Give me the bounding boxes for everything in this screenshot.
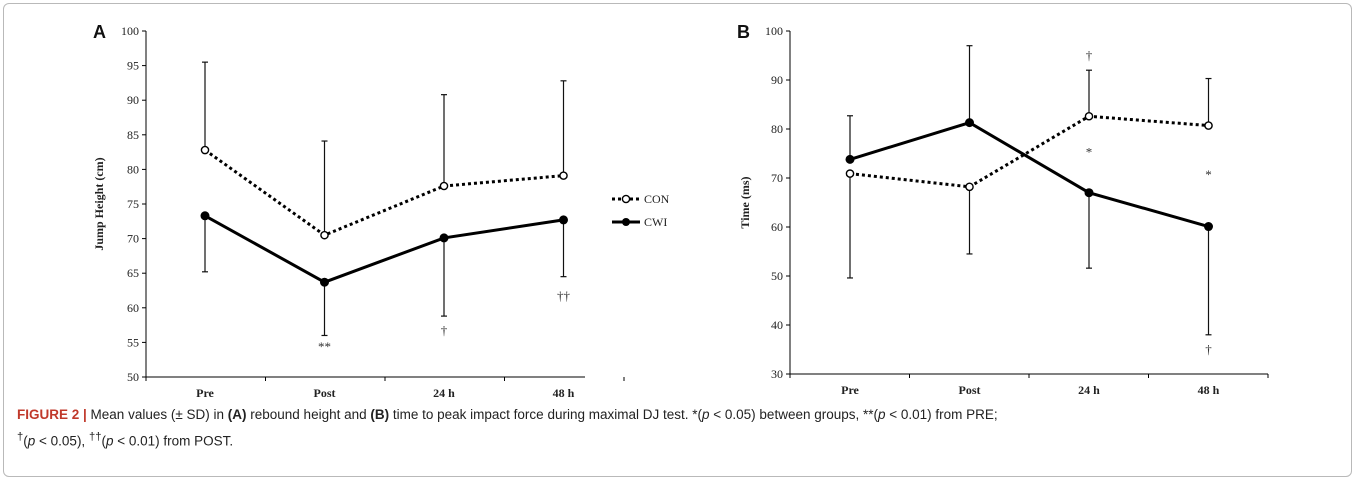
panel-b-y-tick-label: 30 [771, 367, 783, 381]
panel-a-con-point [320, 230, 329, 240]
caption-p-symbol: p [878, 407, 886, 422]
legend-con-label: CON [644, 192, 670, 206]
panel-a-x-tick-label: Pre [196, 386, 214, 400]
panel-b-y-tick-label: 80 [771, 122, 783, 136]
panel-a-y-tick-label: 55 [127, 335, 139, 349]
caption-p-symbol: p [105, 433, 114, 449]
panel-a-significance-mark: †† [557, 288, 571, 303]
panel-a-y-tick-label: 70 [127, 232, 139, 246]
caption-text: < 0.05), [35, 433, 89, 449]
panel-b-con-point [1204, 121, 1213, 130]
panel-b-x-tick-label: Post [959, 383, 981, 397]
caption-dagger: † [17, 431, 24, 443]
figure-caption: FIGURE 2 | Mean values (± SD) in (A) reb… [17, 404, 1337, 453]
caption-text: < 0.01) from POST. [113, 433, 234, 449]
legend: CON CWI [612, 192, 670, 229]
caption-p-symbol: p [702, 407, 710, 422]
legend-con-marker [621, 194, 631, 204]
panel-b-significance-mark: * [1086, 145, 1093, 160]
panel-a-x-tick-label: Post [314, 386, 336, 400]
panel-a-y-tick-label: 95 [127, 59, 139, 73]
panel-b-y-tick-label: 70 [771, 171, 783, 185]
caption-text: time to peak impact force during maximal… [389, 407, 702, 422]
panel-b-cwi-point [965, 118, 974, 128]
panel-b-cwi-series-line [849, 121, 1209, 228]
panel-b-x-tick-label: Pre [841, 383, 859, 397]
panel-b-y-axis-label: Time (ms) [738, 176, 752, 228]
caption-figure-label: FIGURE 2 | [17, 407, 87, 422]
caption-text: ( [101, 433, 106, 449]
panel-b-y-tick-label: 50 [771, 269, 783, 283]
panel-a-y-tick-label: 50 [127, 370, 139, 384]
panel-a-y-tick-label: 80 [127, 162, 139, 176]
panel-b-con-point [1084, 111, 1094, 121]
caption-text: < 0.05) between groups, **( [709, 407, 878, 422]
panel-b-significance-mark: * [1205, 167, 1212, 182]
panel-a-x-tick-label: 24 h [433, 386, 455, 400]
panel-a-cwi-point [559, 215, 568, 225]
panel-a-cwi-point [439, 233, 449, 243]
caption-text: < 0.01) from PRE; [885, 407, 998, 422]
panel-a-con-series-line [204, 148, 564, 237]
panel-a-letter: A [93, 22, 106, 42]
caption-text: Mean values (± SD) in [86, 407, 228, 422]
caption-p-symbol: p [27, 433, 36, 449]
panel-b-con-point [965, 182, 974, 192]
panel-b-chart: 30 40 50 60 70 80 90 100 Pre Post 24 h 48 h Time (ms… [738, 24, 1269, 397]
panel-b-y-tick-label: 90 [771, 73, 783, 87]
caption-double-dagger: †† [88, 431, 102, 443]
panel-a-y-tick-label: 60 [127, 301, 139, 315]
panel-a-cwi-point [320, 277, 329, 287]
panel-b-cwi-point [845, 154, 855, 164]
panel-b-con-series-line [849, 114, 1209, 189]
panel-b-cwi-point [1084, 188, 1094, 198]
panel-a-cwi-series-line [204, 214, 564, 284]
panel-a-y-tick-label: 65 [127, 266, 139, 280]
legend-cwi-label: CWI [644, 215, 667, 229]
panel-a-cwi-point [200, 211, 210, 221]
panel-a-con-point [439, 181, 449, 191]
panel-b-significance-mark: † [1205, 342, 1212, 357]
caption-panel-b-ref: (B) [370, 407, 390, 422]
panel-a-x-tick-label: 48 h [553, 386, 575, 400]
panel-b-x-tick-label: 48 h [1198, 383, 1220, 397]
panel-b-letter: B [737, 22, 750, 42]
panel-a-y-tick-label: 75 [127, 197, 139, 211]
panel-a-con-point [559, 171, 568, 180]
panel-a-chart: 50 55 60 65 70 75 80 85 90 95 100 Pre Post 24 h 48 h Ju… [92, 24, 625, 400]
panel-b-significance-mark: † [1086, 48, 1093, 63]
figure-frame [3, 3, 1352, 477]
caption-panel-a-ref: (A) [227, 407, 247, 422]
panel-a-y-axis-label: Jump Height (cm) [92, 157, 106, 250]
panel-b-x-tick-label: 24 h [1078, 383, 1100, 397]
caption-text: rebound height and [246, 407, 371, 422]
panel-b-con-point [845, 169, 855, 178]
panel-b-cwi-point [1204, 222, 1213, 232]
panel-a-significance-mark: † [441, 323, 448, 338]
panel-a-con-point [200, 145, 210, 155]
panel-b-y-tick-label: 40 [771, 318, 783, 332]
panel-a-y-tick-label: 90 [127, 93, 139, 107]
panel-a-significance-mark: ** [318, 339, 331, 354]
caption-text: ( [23, 433, 28, 449]
figure-canvas: A B 50 55 60 65 70 75 80 85 90 95 100 Pre Post 24 h 48… [92, 22, 1269, 400]
panel-a-y-tick-label: 100 [121, 24, 139, 38]
panel-b-y-tick-label: 100 [765, 24, 783, 38]
legend-cwi-marker [622, 218, 630, 226]
panel-b-y-tick-label: 60 [771, 220, 783, 234]
panel-a-y-tick-label: 85 [127, 128, 139, 142]
